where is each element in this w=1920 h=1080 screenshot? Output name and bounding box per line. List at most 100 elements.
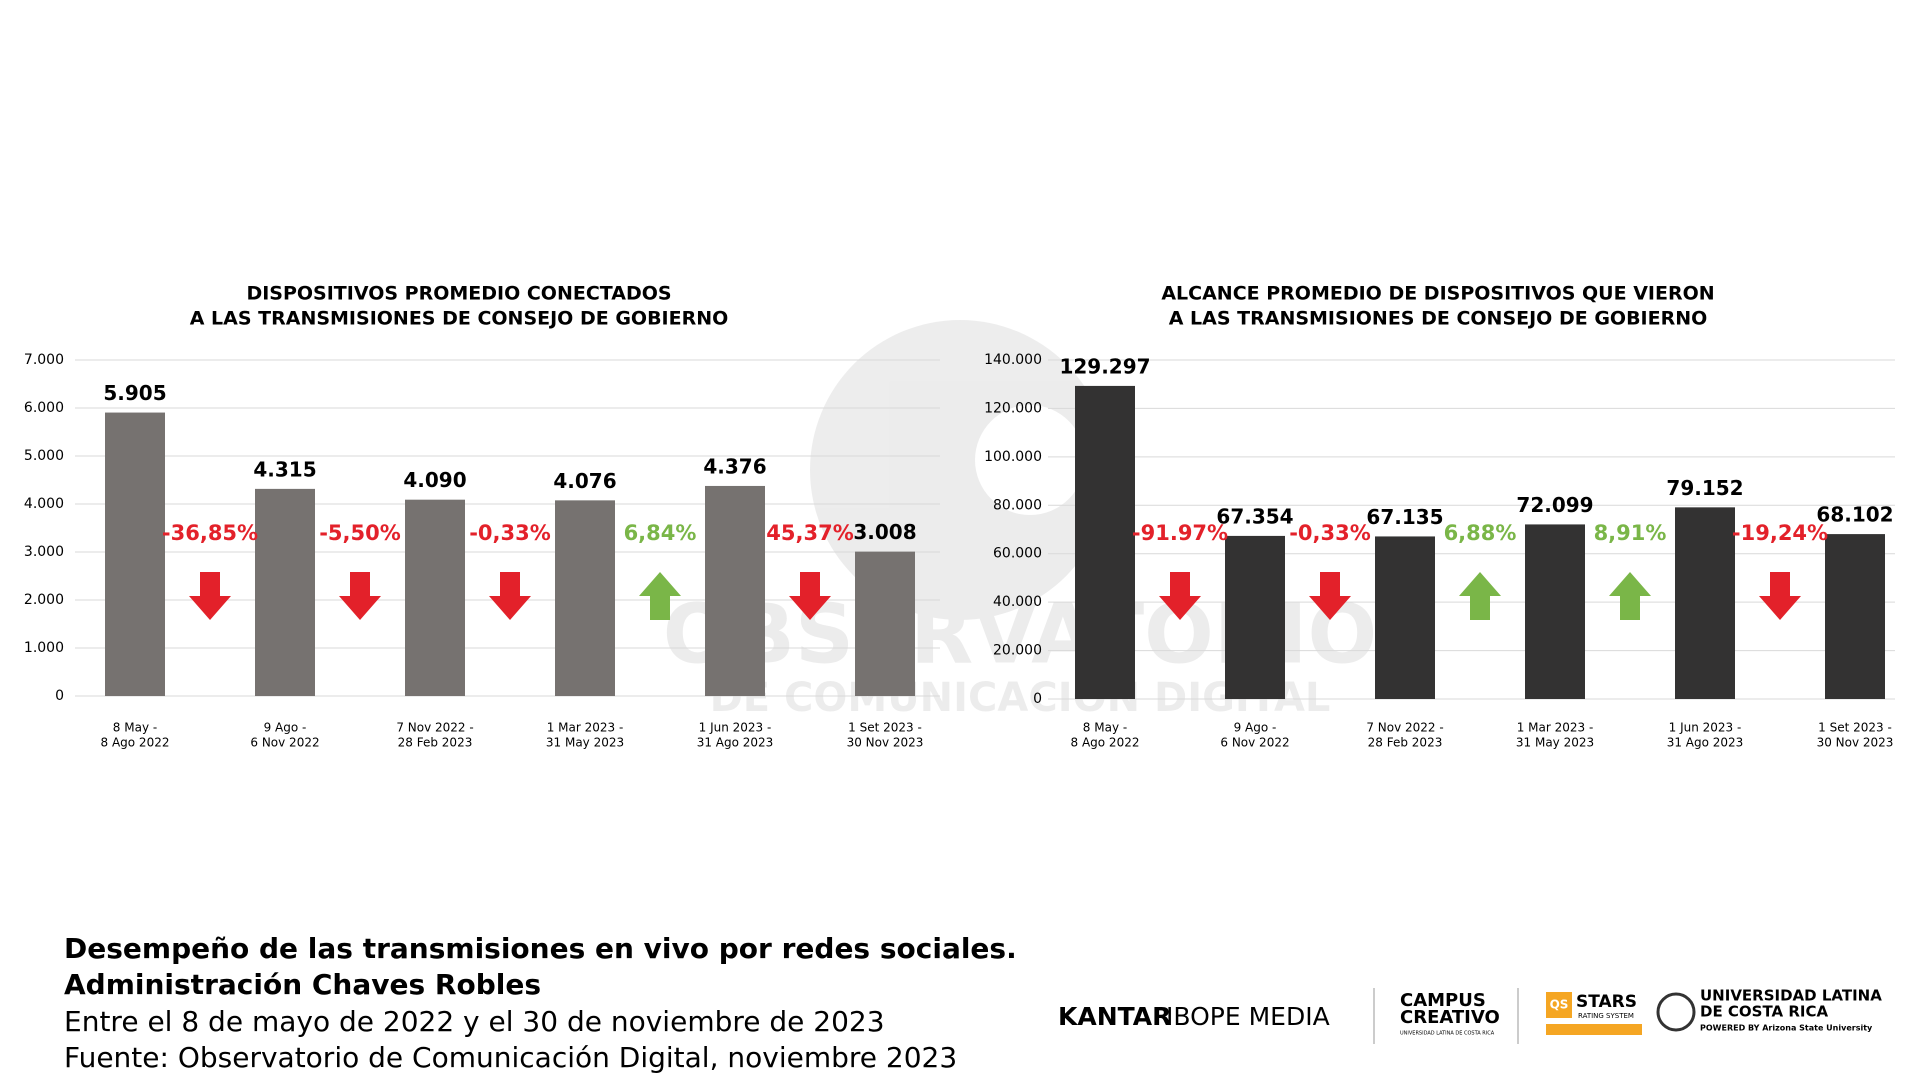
y-tick-label: 60.000 xyxy=(993,546,1042,562)
x-tick-label: 1 Jun 2023 - xyxy=(1669,721,1742,735)
change-arrow xyxy=(489,572,531,620)
change-label: -36,85% xyxy=(162,521,258,545)
x-tick-label: 6 Nov 2022 xyxy=(1220,736,1289,750)
y-tick-label: 0 xyxy=(1033,691,1042,707)
change-label: -0,33% xyxy=(469,521,551,545)
logo-text: QS xyxy=(1550,998,1569,1012)
footer-title: Administración Chaves Robles xyxy=(64,968,541,1001)
x-tick-label: 31 Ago 2023 xyxy=(697,736,774,750)
logo-text: RATING SYSTEM xyxy=(1578,1012,1634,1020)
x-tick-label: 8 Ago 2022 xyxy=(101,736,170,750)
logo-text: UNIVERSIDAD LATINA xyxy=(1700,987,1882,1005)
logo-text: KANTAR xyxy=(1058,1002,1171,1031)
y-tick-label: 0 xyxy=(55,688,64,704)
y-tick-label: 120.000 xyxy=(984,400,1042,416)
qs-badge xyxy=(1546,992,1572,1018)
value-label: 72.099 xyxy=(1516,493,1593,517)
value-label: 3.008 xyxy=(853,520,916,544)
bar xyxy=(105,412,165,696)
logo-text: CAMPUS xyxy=(1400,990,1486,1011)
bar xyxy=(855,551,915,696)
change-arrow xyxy=(1459,572,1501,620)
x-tick-label: 28 Feb 2023 xyxy=(1368,736,1443,750)
logo-text: DE COSTA RICA xyxy=(1700,1003,1829,1021)
chart-title: A LAS TRANSMISIONES DE CONSEJO DE GOBIER… xyxy=(1169,308,1708,330)
x-tick-label: 1 Mar 2023 - xyxy=(547,721,624,735)
y-tick-label: 40.000 xyxy=(993,594,1042,610)
bar xyxy=(1225,535,1285,699)
change-label: 45,37% xyxy=(766,521,853,545)
footer-line: Entre el 8 de mayo de 2022 y el 30 de no… xyxy=(64,1005,885,1038)
bar xyxy=(255,488,315,696)
value-label: 79.152 xyxy=(1666,476,1743,500)
x-tick-label: 6 Nov 2022 xyxy=(250,736,319,750)
watermark-logo xyxy=(975,405,1085,515)
x-tick-label: 8 Ago 2022 xyxy=(1071,736,1140,750)
x-tick-label: 8 May - xyxy=(1083,721,1127,735)
y-tick-label: 140.000 xyxy=(984,352,1042,368)
change-arrow xyxy=(1609,572,1651,620)
chart-title: ALCANCE PROMEDIO DE DISPOSITIVOS QUE VIE… xyxy=(1161,283,1714,305)
x-tick-label: 8 May - xyxy=(113,721,157,735)
value-label: 4.376 xyxy=(703,454,766,478)
change-label: 6,88% xyxy=(1444,521,1517,545)
y-tick-label: 2.000 xyxy=(24,592,64,608)
footer: Desempeño de las transmisiones en vivo p… xyxy=(64,932,1017,1074)
x-tick-label: 1 Mar 2023 - xyxy=(1517,721,1594,735)
value-label: 129.297 xyxy=(1059,354,1150,378)
logo-text: IBOPE MEDIA xyxy=(1166,1002,1330,1031)
bar xyxy=(705,485,765,696)
change-arrow xyxy=(1159,572,1201,620)
x-tick-label: 31 Ago 2023 xyxy=(1667,736,1744,750)
bar xyxy=(1825,534,1885,699)
stars-bar xyxy=(1546,1024,1642,1035)
x-tick-label: 7 Nov 2022 - xyxy=(1366,721,1443,735)
footer-line: Fuente: Observatorio de Comunicación Dig… xyxy=(64,1041,957,1074)
y-tick-label: 1.000 xyxy=(24,640,64,656)
x-tick-label: 28 Feb 2023 xyxy=(398,736,473,750)
x-tick-label: 9 Ago - xyxy=(1234,721,1277,735)
bar xyxy=(1375,536,1435,699)
chart-title: A LAS TRANSMISIONES DE CONSEJO DE GOBIER… xyxy=(190,308,729,330)
x-tick-label: 1 Jun 2023 - xyxy=(699,721,772,735)
logos: KANTAR IBOPE MEDIA CAMPUS CREATIVO UNIVE… xyxy=(1058,987,1882,1044)
globe xyxy=(1656,992,1696,1032)
bar xyxy=(555,500,615,696)
x-tick-label: 9 Ago - xyxy=(264,721,307,735)
change-label: 6,84% xyxy=(624,521,697,545)
value-label: 4.076 xyxy=(553,469,616,493)
change-label: -5,50% xyxy=(319,521,401,545)
bar xyxy=(1075,385,1135,699)
change-label: -19,24% xyxy=(1732,521,1828,545)
x-tick-label: 31 May 2023 xyxy=(546,736,624,750)
logo-text: STARS xyxy=(1576,992,1637,1012)
y-tick-label: 20.000 xyxy=(993,643,1042,659)
change-arrow xyxy=(1759,572,1801,620)
logo-text: POWERED BY Arizona State University xyxy=(1700,1024,1873,1033)
bar xyxy=(1675,507,1735,699)
change-label: 8,91% xyxy=(1594,521,1667,545)
bar xyxy=(1525,524,1585,699)
change-arrow xyxy=(639,572,681,620)
change-label: -0,33% xyxy=(1289,521,1371,545)
change-arrow xyxy=(339,572,381,620)
footer-title: Desempeño de las transmisiones en vivo p… xyxy=(64,932,1017,965)
x-tick-label: 30 Nov 2023 xyxy=(847,736,924,750)
y-tick-label: 100.000 xyxy=(984,449,1042,465)
y-tick-label: 4.000 xyxy=(24,496,64,512)
x-tick-label: 30 Nov 2023 xyxy=(1817,736,1894,750)
y-tick-label: 5.000 xyxy=(24,448,64,464)
y-tick-label: 6.000 xyxy=(24,400,64,416)
bar xyxy=(405,499,465,696)
x-tick-label: 1 Set 2023 - xyxy=(1818,721,1892,735)
y-tick-label: 3.000 xyxy=(24,544,64,560)
value-label: 5.905 xyxy=(103,381,166,405)
change-arrow xyxy=(789,572,831,620)
value-label: 4.090 xyxy=(403,468,466,492)
value-label: 4.315 xyxy=(253,457,316,481)
value-label: 68.102 xyxy=(1816,503,1893,527)
change-arrow xyxy=(1309,572,1351,620)
logo-text: CREATIVO xyxy=(1400,1007,1500,1028)
value-label: 67.354 xyxy=(1216,504,1293,528)
